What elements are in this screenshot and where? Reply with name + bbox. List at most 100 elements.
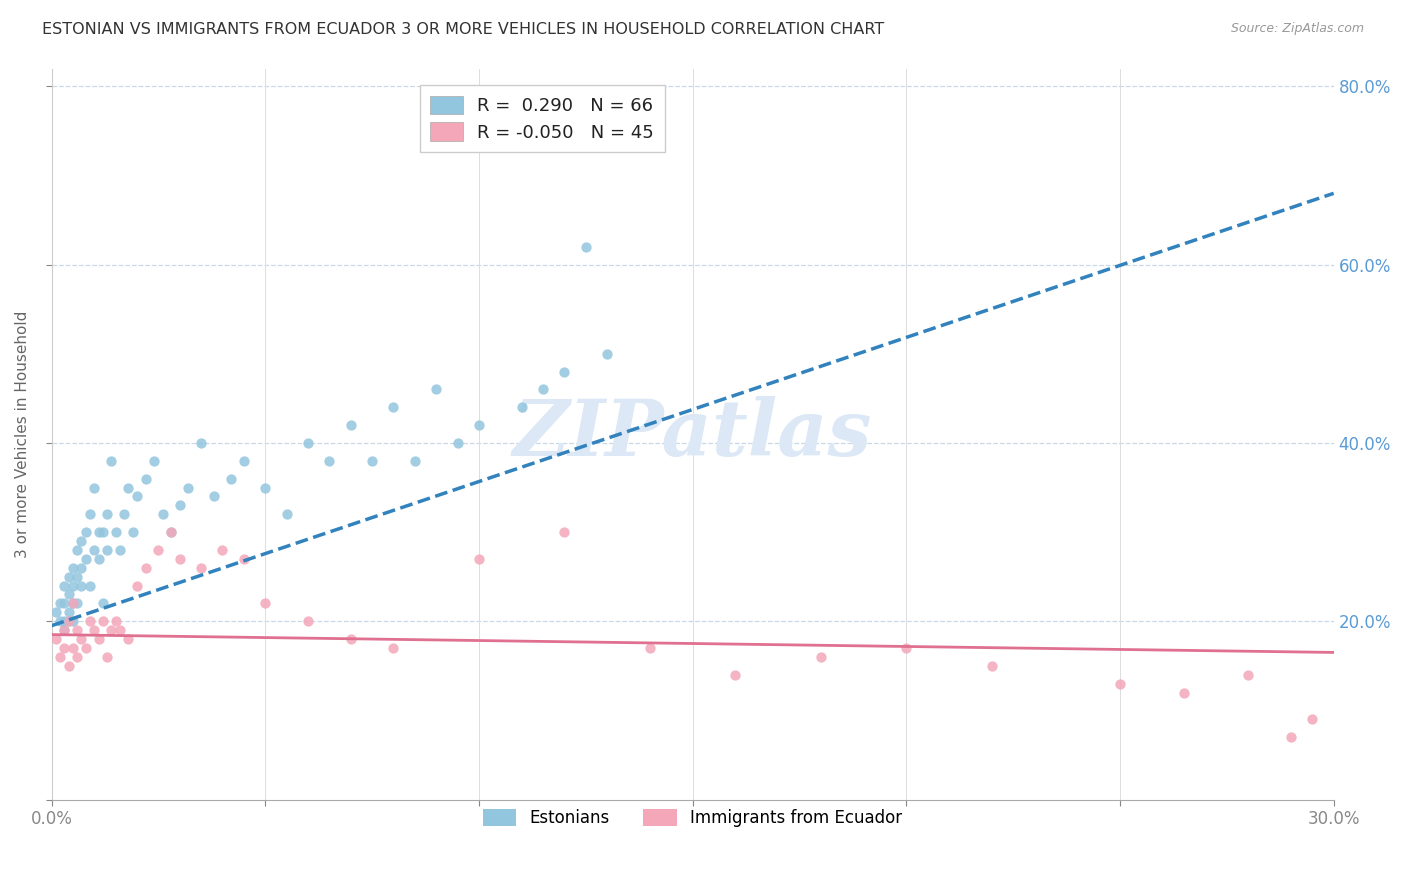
Point bbox=[100, 623, 122, 637]
Point bbox=[468, 418, 491, 433]
Point bbox=[446, 436, 468, 450]
Point bbox=[404, 454, 426, 468]
Point bbox=[361, 454, 384, 468]
Point bbox=[58, 587, 80, 601]
Point bbox=[1279, 730, 1302, 744]
Point bbox=[980, 658, 1002, 673]
Point bbox=[1109, 676, 1132, 690]
Point bbox=[62, 578, 84, 592]
Point bbox=[70, 560, 93, 574]
Point bbox=[1237, 667, 1260, 681]
Point bbox=[104, 614, 127, 628]
Point bbox=[79, 614, 101, 628]
Point bbox=[49, 596, 72, 610]
Point bbox=[152, 508, 174, 522]
Point bbox=[58, 658, 80, 673]
Point bbox=[232, 454, 254, 468]
Point bbox=[169, 551, 191, 566]
Y-axis label: 3 or more Vehicles in Household: 3 or more Vehicles in Household bbox=[15, 310, 30, 558]
Point bbox=[75, 551, 97, 566]
Point bbox=[58, 569, 80, 583]
Point bbox=[104, 525, 127, 540]
Point bbox=[468, 551, 491, 566]
Point bbox=[83, 623, 105, 637]
Point bbox=[49, 614, 72, 628]
Point bbox=[531, 383, 554, 397]
Point bbox=[382, 640, 405, 655]
Point bbox=[66, 542, 89, 557]
Point bbox=[297, 436, 319, 450]
Point bbox=[596, 347, 619, 361]
Point bbox=[190, 436, 212, 450]
Point bbox=[53, 623, 76, 637]
Point bbox=[62, 560, 84, 574]
Point bbox=[160, 525, 183, 540]
Point bbox=[100, 454, 122, 468]
Point bbox=[87, 525, 110, 540]
Point bbox=[1301, 712, 1323, 726]
Point bbox=[177, 481, 200, 495]
Point bbox=[66, 623, 89, 637]
Point bbox=[83, 481, 105, 495]
Point bbox=[276, 508, 298, 522]
Point bbox=[58, 605, 80, 619]
Point bbox=[553, 365, 575, 379]
Point bbox=[232, 551, 254, 566]
Point bbox=[121, 525, 143, 540]
Point bbox=[810, 649, 832, 664]
Point bbox=[553, 525, 575, 540]
Point bbox=[70, 533, 93, 548]
Point bbox=[135, 560, 157, 574]
Legend: Estonians, Immigrants from Ecuador: Estonians, Immigrants from Ecuador bbox=[475, 800, 911, 835]
Point bbox=[125, 490, 148, 504]
Point bbox=[108, 623, 131, 637]
Point bbox=[53, 578, 76, 592]
Text: ESTONIAN VS IMMIGRANTS FROM ECUADOR 3 OR MORE VEHICLES IN HOUSEHOLD CORRELATION : ESTONIAN VS IMMIGRANTS FROM ECUADOR 3 OR… bbox=[42, 22, 884, 37]
Point bbox=[66, 596, 89, 610]
Point bbox=[58, 614, 80, 628]
Point bbox=[125, 578, 148, 592]
Point bbox=[62, 614, 84, 628]
Point bbox=[83, 542, 105, 557]
Point bbox=[143, 454, 166, 468]
Point bbox=[96, 649, 118, 664]
Point bbox=[318, 454, 340, 468]
Point bbox=[53, 596, 76, 610]
Point bbox=[160, 525, 183, 540]
Point bbox=[79, 578, 101, 592]
Point bbox=[638, 640, 661, 655]
Point bbox=[70, 632, 93, 646]
Text: Source: ZipAtlas.com: Source: ZipAtlas.com bbox=[1230, 22, 1364, 36]
Point bbox=[79, 508, 101, 522]
Point bbox=[510, 401, 533, 415]
Point bbox=[117, 481, 139, 495]
Point bbox=[1173, 685, 1195, 699]
Point bbox=[148, 542, 170, 557]
Point bbox=[53, 614, 76, 628]
Point bbox=[58, 614, 80, 628]
Point bbox=[297, 614, 319, 628]
Point bbox=[91, 525, 114, 540]
Point bbox=[135, 472, 157, 486]
Point bbox=[75, 640, 97, 655]
Point bbox=[53, 623, 76, 637]
Point bbox=[896, 640, 918, 655]
Point bbox=[91, 614, 114, 628]
Point bbox=[117, 632, 139, 646]
Point bbox=[75, 525, 97, 540]
Text: ZIPatlas: ZIPatlas bbox=[513, 396, 872, 472]
Point bbox=[45, 632, 67, 646]
Point bbox=[339, 418, 361, 433]
Point bbox=[91, 596, 114, 610]
Point bbox=[62, 640, 84, 655]
Point bbox=[45, 605, 67, 619]
Point bbox=[202, 490, 225, 504]
Point bbox=[219, 472, 242, 486]
Point bbox=[575, 240, 598, 254]
Point bbox=[724, 667, 747, 681]
Point bbox=[62, 596, 84, 610]
Point bbox=[254, 596, 277, 610]
Point bbox=[70, 578, 93, 592]
Point bbox=[339, 632, 361, 646]
Point bbox=[382, 401, 405, 415]
